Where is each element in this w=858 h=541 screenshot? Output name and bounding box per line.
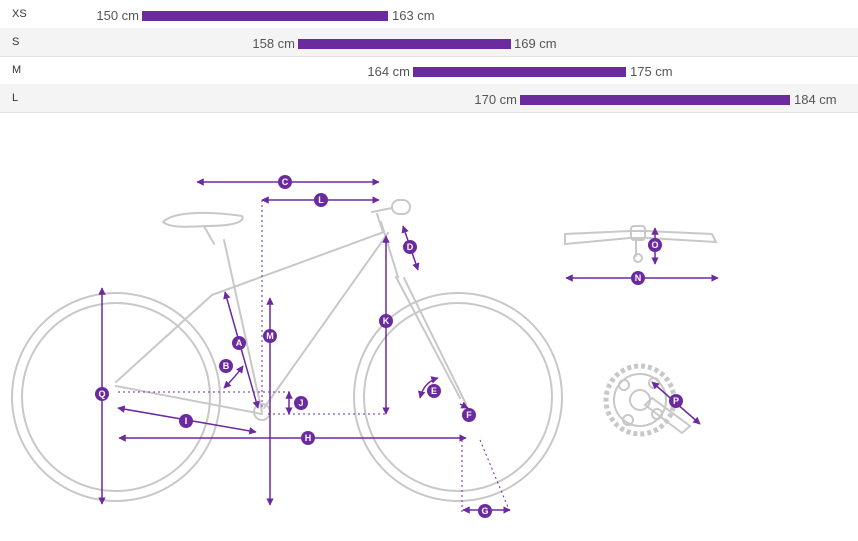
size-row-l: L 170 cm 184 cm: [0, 84, 858, 113]
marker-h: H: [301, 431, 315, 445]
rear-wheel: [11, 292, 221, 502]
svg-text:F: F: [466, 410, 472, 420]
marker-m: M: [263, 329, 277, 343]
svg-text:P: P: [673, 396, 679, 406]
handlebar-top-view: [564, 225, 718, 263]
marker-o: O: [648, 238, 662, 252]
height-min: 158 cm: [252, 36, 295, 51]
height-max: 184 cm: [794, 92, 837, 107]
marker-k: K: [379, 314, 393, 328]
marker-d: D: [403, 240, 417, 254]
marker-q: Q: [95, 387, 109, 401]
marker-l: L: [314, 193, 328, 207]
svg-text:I: I: [185, 416, 188, 426]
svg-text:K: K: [383, 316, 390, 326]
marker-p: P: [669, 394, 683, 408]
svg-text:Q: Q: [98, 389, 105, 399]
marker-j: J: [294, 396, 308, 410]
dim-a-arrow: [223, 291, 260, 409]
dim-e-arrow: [418, 376, 439, 399]
dim-b-arrow: [223, 365, 244, 389]
marker-f: F: [462, 408, 476, 422]
height-max: 175 cm: [630, 64, 673, 79]
marker-i: I: [179, 414, 193, 428]
height-min: 170 cm: [474, 92, 517, 107]
svg-text:A: A: [236, 338, 243, 348]
svg-text:C: C: [282, 177, 289, 187]
height-range-bar: [142, 11, 388, 21]
svg-text:E: E: [431, 386, 437, 396]
dimension-markers: A B C D E F G H I J K L M N O P Q: [95, 175, 683, 518]
height-range-bar: [520, 95, 790, 105]
svg-text:D: D: [407, 242, 414, 252]
svg-text:H: H: [305, 433, 312, 443]
handlebar-stem: [371, 199, 411, 233]
marker-b: B: [219, 359, 233, 373]
size-row-s: S 158 cm 169 cm: [0, 28, 858, 57]
svg-text:O: O: [651, 240, 658, 250]
bike-outline: [11, 199, 563, 502]
height-max: 163 cm: [392, 8, 435, 23]
size-row-m: M 164 cm 175 cm: [0, 56, 858, 85]
reference-lines: [118, 200, 511, 513]
svg-text:M: M: [266, 331, 274, 341]
marker-c: C: [278, 175, 292, 189]
marker-g: G: [478, 504, 492, 518]
svg-text:N: N: [635, 273, 642, 283]
marker-e: E: [427, 384, 441, 398]
size-row-xs: XS 150 cm 163 cm: [0, 0, 858, 29]
svg-text:B: B: [223, 361, 230, 371]
front-wheel: [353, 292, 563, 502]
height-range-bar: [413, 67, 626, 77]
size-label: XS: [12, 8, 27, 20]
dim-f-arrow: [459, 401, 469, 409]
seat: [162, 211, 244, 245]
bike-geometry-diagram: A B C D E F G H I J K L M N O P Q: [11, 175, 719, 518]
height-min: 150 cm: [96, 8, 139, 23]
height-range-bar: [298, 39, 511, 49]
svg-text:J: J: [298, 398, 303, 408]
size-label: L: [12, 92, 19, 104]
size-label: S: [12, 36, 20, 48]
size-label: M: [12, 64, 22, 76]
height-min: 164 cm: [367, 64, 410, 79]
svg-text:G: G: [481, 506, 488, 516]
marker-n: N: [631, 271, 645, 285]
svg-text:L: L: [318, 195, 324, 205]
marker-a: A: [232, 336, 246, 350]
height-max: 169 cm: [514, 36, 557, 51]
